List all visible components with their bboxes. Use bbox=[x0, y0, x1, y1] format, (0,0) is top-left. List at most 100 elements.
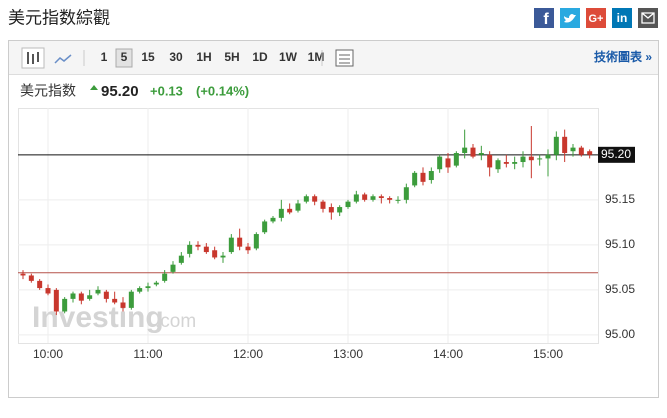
last-price-badge bbox=[598, 146, 635, 163]
quote-change: +0.13 bbox=[150, 83, 183, 98]
interval-label: 30 bbox=[169, 50, 183, 64]
plot-frame bbox=[18, 108, 599, 344]
interval-buttons: 1 5 15 30 1H 5H 1D 1W 1M bbox=[101, 48, 325, 68]
candle-body bbox=[503, 162, 509, 164]
candle-body bbox=[53, 289, 59, 312]
button-icon bbox=[27, 52, 39, 64]
candle-body bbox=[520, 156, 526, 163]
share-facebook[interactable]: f bbox=[534, 8, 554, 28]
interval-button[interactable]: 5H bbox=[224, 50, 239, 64]
button-icon bbox=[335, 49, 354, 67]
quote-price: 95.20 bbox=[101, 83, 139, 100]
watermark: Investing bbox=[32, 301, 164, 334]
candle-body bbox=[212, 250, 218, 258]
plot bbox=[18, 126, 598, 316]
candle-body bbox=[328, 207, 334, 213]
candle-body bbox=[545, 154, 551, 159]
candle-body bbox=[453, 153, 459, 166]
candle-body bbox=[120, 302, 126, 308]
candle-body bbox=[37, 280, 43, 289]
candle-body bbox=[28, 275, 34, 281]
candle-body bbox=[112, 298, 118, 303]
candle-body bbox=[303, 196, 309, 202]
interval-button[interactable]: 1M bbox=[308, 50, 325, 64]
page-title: 美元指数綜觀 bbox=[8, 8, 110, 27]
interval-label: 1W bbox=[279, 50, 298, 64]
quote-name: 美元指数 bbox=[20, 83, 76, 99]
interval-button[interactable]: 1H bbox=[196, 50, 211, 64]
interval-label: 1D bbox=[252, 50, 268, 64]
candle-body bbox=[428, 171, 434, 181]
line-type-button[interactable] bbox=[54, 54, 72, 64]
y-tick-label: 95.10 bbox=[605, 237, 635, 251]
candle-body bbox=[437, 156, 443, 170]
candle-body bbox=[403, 187, 409, 200]
candle-body bbox=[20, 273, 26, 276]
candle-body bbox=[95, 289, 101, 294]
candle-body bbox=[137, 288, 143, 292]
candle-body bbox=[578, 147, 584, 155]
candle-body bbox=[195, 244, 201, 247]
candle-body bbox=[462, 147, 468, 154]
interval-button[interactable]: 5 bbox=[115, 48, 133, 68]
candle-body bbox=[337, 207, 343, 213]
interval-button[interactable]: 30 bbox=[169, 50, 183, 64]
candle-body bbox=[295, 203, 301, 211]
candle-body bbox=[153, 282, 159, 285]
technical-chart-link[interactable]: 技術圖表 » bbox=[594, 49, 652, 64]
candle-body bbox=[570, 147, 576, 152]
candle-body bbox=[362, 194, 368, 200]
x-tick-label: 14:00 bbox=[433, 347, 463, 361]
x-tick-label: 11:00 bbox=[133, 347, 162, 361]
candle-body bbox=[128, 291, 134, 308]
candle-body bbox=[62, 298, 68, 312]
share-google[interactable]: G+ bbox=[586, 8, 606, 28]
candle-body bbox=[45, 288, 51, 294]
interval-label: 1H bbox=[196, 50, 211, 64]
share-linkedin[interactable]: in bbox=[612, 8, 632, 28]
interval-button[interactable]: 15 bbox=[141, 50, 155, 64]
candle-body bbox=[587, 151, 593, 155]
candle-body bbox=[103, 291, 109, 299]
candle-body bbox=[203, 246, 209, 253]
x-tick-label: 15:00 bbox=[533, 347, 563, 361]
share-twitter[interactable] bbox=[560, 8, 580, 28]
grid bbox=[18, 108, 598, 343]
up-arrow bbox=[90, 85, 98, 90]
candle-body bbox=[145, 286, 151, 289]
candle-body bbox=[353, 194, 359, 202]
candle-body bbox=[553, 136, 559, 155]
candle-body bbox=[320, 201, 326, 209]
share-mail[interactable] bbox=[638, 8, 658, 28]
interval-button[interactable]: 1W bbox=[279, 50, 298, 64]
y-tick-label: 95.00 bbox=[605, 327, 635, 341]
selected-bg bbox=[115, 48, 133, 68]
x-tick-label: 13:00 bbox=[333, 347, 363, 361]
candle-body bbox=[537, 158, 543, 160]
y-tick-label: 95.05 bbox=[605, 282, 635, 296]
watermark: .com bbox=[155, 311, 196, 332]
candle-body bbox=[420, 172, 426, 182]
icon-bird bbox=[564, 14, 576, 23]
interval-button[interactable]: 1D bbox=[252, 50, 268, 64]
candle-body bbox=[253, 234, 259, 249]
candle-body bbox=[312, 196, 318, 202]
candle-body bbox=[470, 147, 476, 157]
candle-body bbox=[395, 199, 401, 201]
candle-type-button[interactable] bbox=[21, 47, 45, 69]
candle-body bbox=[70, 293, 76, 299]
candle-body bbox=[162, 273, 168, 281]
interval-button[interactable]: 1 bbox=[101, 50, 108, 64]
panel bbox=[8, 40, 659, 398]
icon-label: f bbox=[543, 11, 549, 28]
candle-body bbox=[245, 246, 251, 251]
interval-label: 5 bbox=[121, 50, 128, 64]
candle-body bbox=[345, 201, 351, 208]
candle-body bbox=[220, 255, 226, 258]
candle-body bbox=[228, 237, 234, 253]
candle-body bbox=[187, 244, 193, 254]
candle-body bbox=[78, 293, 84, 301]
layout-button[interactable] bbox=[335, 49, 354, 67]
